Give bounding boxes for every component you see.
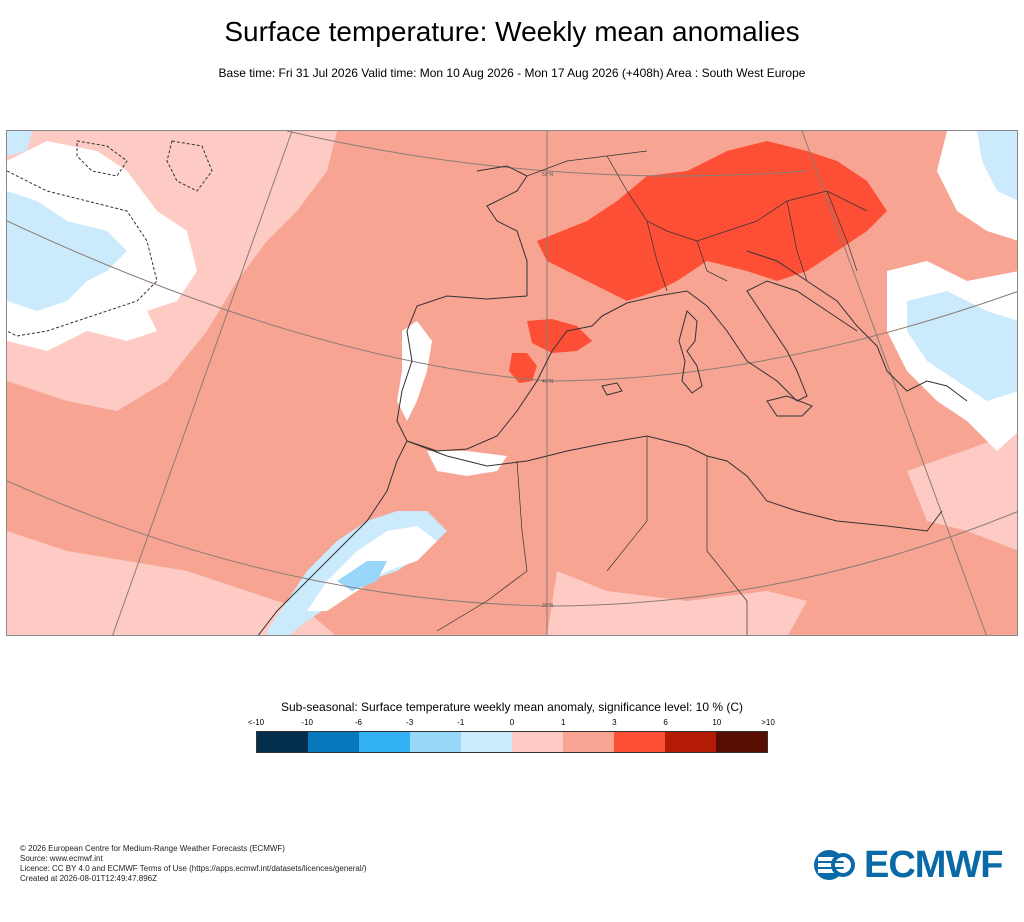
map-svg: 50°N 40°N 30°N: [7, 131, 1017, 635]
colorbar-swatch: [308, 732, 359, 752]
tick-label: 6: [663, 718, 668, 727]
north-africa-weak-anomaly: [547, 571, 807, 635]
graticule-lon-10e: [801, 131, 987, 635]
coast-iberia: [396, 295, 603, 452]
borders-africa: [436, 436, 748, 635]
atlantic-nw-cool-anomaly: [7, 191, 127, 311]
coast-adriatic-balkans: [746, 250, 968, 402]
colorbar-swatch: [512, 732, 563, 752]
borders-europe: [526, 150, 868, 292]
coast-morocco-atlantic: [257, 440, 408, 635]
atlantic-sw-weak-anomaly: [7, 531, 335, 635]
colorbar-swatch: [563, 732, 614, 752]
colorbar-swatch: [614, 732, 665, 752]
licence-text: Licence: CC BY 4.0 and ECMWF Terms of Us…: [20, 864, 367, 873]
tick-label: <-10: [247, 718, 265, 727]
tunisia-insignificant: [427, 451, 507, 476]
lat-label-30: 30°N: [542, 603, 554, 609]
tick-label: -1: [457, 718, 465, 727]
atlantic-nw-cool-anomaly-2: [7, 131, 32, 156]
created-text: Created at 2026-08-01T12:49:47.896Z: [20, 874, 157, 883]
colorbar-swatch: [461, 732, 512, 752]
footer: © 2026 European Centre for Medium-Range …: [20, 844, 367, 884]
source-text: Source: www.ecmwf.int: [20, 854, 103, 863]
coast-med-north: [601, 280, 858, 402]
tick-label: -3: [406, 718, 414, 727]
anomaly-map: 50°N 40°N 30°N: [6, 130, 1018, 636]
tick-label: 0: [509, 718, 515, 727]
tick-label: 3: [612, 718, 617, 727]
legend-title: Sub-seasonal: Surface temperature weekly…: [281, 700, 743, 714]
colorbar-swatch: [359, 732, 410, 752]
atlantic-nw-dashed-contour-2: [76, 140, 128, 177]
island-corsica-sardinia: [678, 310, 703, 394]
tick-label: 10: [712, 718, 722, 727]
coast-france-north: [476, 165, 528, 296]
colorbar-swatch: [665, 732, 716, 752]
copyright-text: © 2026 European Centre for Medium-Range …: [20, 844, 285, 853]
tick-label: -10: [301, 718, 313, 727]
tick-label: 1: [560, 718, 566, 727]
lat-label-40: 40°N: [542, 379, 554, 385]
ecmwf-logo-text: ECMWF: [864, 844, 1004, 886]
spain-central-strong-warm: [509, 353, 537, 383]
graticule-lon-10w: [112, 131, 293, 635]
colorbar: [256, 731, 768, 753]
colorbar-ticks: <-10 -10 -6 -3 -1 0 1 3 6 10 >10: [248, 718, 775, 730]
ecmwf-logo-icon: [814, 850, 856, 880]
ne-corner-cool-anomaly: [977, 131, 1017, 201]
spain-ne-strong-warm: [527, 319, 592, 353]
iberia-west-insignificant: [397, 321, 432, 421]
lat-label-50: 50°N: [542, 172, 554, 178]
atlas-negative: [337, 561, 387, 591]
chart-title: Surface temperature: Weekly mean anomali…: [224, 16, 800, 47]
island-balearics: [601, 382, 623, 396]
tick-label: -6: [354, 718, 362, 727]
central-europe-strong-warm: [537, 141, 887, 301]
colorbar-swatch: [257, 732, 308, 752]
tick-label: >10: [761, 718, 775, 727]
colorbar-swatch: [716, 732, 767, 752]
chart-subtitle: Base time: Fri 31 Jul 2026 Valid time: M…: [218, 66, 806, 80]
ecmwf-logo: ECMWF: [812, 844, 1004, 886]
colorbar-swatch: [410, 732, 461, 752]
atlantic-nw-dashed-contour: [7, 170, 158, 337]
atlantic-nw-dashed-contour-3: [166, 140, 213, 192]
island-sicily: [766, 395, 813, 417]
